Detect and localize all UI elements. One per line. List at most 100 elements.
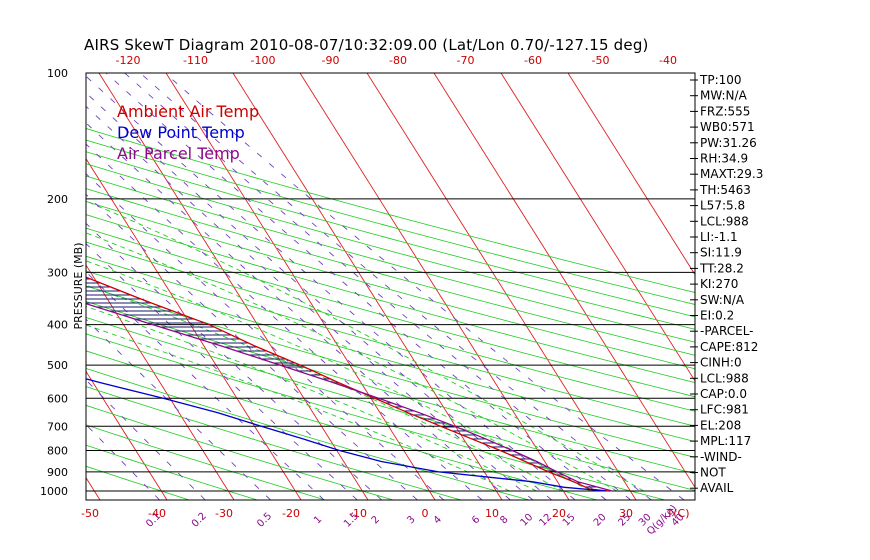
bottom-temp-tick-label: 30: [619, 507, 633, 520]
top-temp-tick-label: -40: [659, 54, 677, 67]
dry-adiabat-line: [86, 214, 695, 384]
index-value: SI:11.9: [700, 246, 742, 260]
mixing-ratio-tick-label: 4: [432, 514, 444, 526]
mixing-ratio-line: [86, 143, 483, 500]
mixing-ratio-tick-label: 1: [312, 514, 324, 526]
mixing-ratio-tick-label: 2: [370, 514, 382, 526]
index-value: CAP:0.0: [700, 387, 747, 401]
isotherm-line: [165, 73, 436, 500]
dry-adiabat-line: [86, 188, 695, 356]
index-value: CAPE:812: [700, 340, 758, 354]
isotherm-line: [366, 73, 637, 500]
pressure-tick-label: 800: [47, 444, 68, 457]
index-value: PW:31.26: [700, 136, 757, 150]
pressure-tick-label: 900: [47, 466, 68, 479]
legend: Ambient Air Temp Dew Point Temp Air Parcel…: [117, 102, 259, 163]
dry-adiabat-line: [86, 139, 695, 305]
y-axis-label: PRESSURE (MB): [72, 243, 85, 330]
dry-adiabat-line: [86, 350, 598, 500]
index-value: EI:0.2: [700, 309, 734, 323]
isotherm-line: [567, 73, 695, 276]
dry-adiabat-line: [86, 151, 695, 318]
index-value: TH:5463: [699, 183, 751, 197]
dry-adiabat-line: [86, 241, 695, 412]
legend-entry: Dew Point Temp: [117, 123, 245, 142]
moist-adiabat-line: [86, 260, 591, 492]
bottom-temp-tick-label: -40: [148, 507, 166, 520]
mixing-ratio-tick-label: 10: [519, 512, 536, 529]
index-value: NOT: [700, 466, 726, 480]
pressure-tick-label: 1000: [40, 485, 68, 498]
mixing-ratio-line: [86, 122, 511, 500]
legend-entry: Ambient Air Temp: [117, 102, 259, 121]
index-value: WB0:571: [700, 120, 755, 134]
mixing-ratio-tick-label: 3: [405, 514, 417, 526]
parcel-temp-line: [86, 303, 613, 492]
index-value: CINH:0: [700, 356, 742, 370]
mixing-ratio-tick-label: 0.5: [255, 511, 274, 530]
mixing-ratio-line: [86, 105, 534, 500]
ambient-temp-line: [86, 276, 609, 492]
moist-adiabat-line: [86, 200, 644, 492]
bottom-temp-tick-label: -10: [349, 507, 367, 520]
isotherm-line: [86, 370, 168, 500]
pressure-tick-label: 300: [47, 266, 68, 279]
pressure-tick-label: 100: [47, 67, 68, 80]
top-temp-tick-label: -90: [322, 54, 340, 67]
top-temp-tick-label: -100: [251, 54, 276, 67]
moist-adiabat-line: [86, 284, 564, 492]
isotherm-line: [232, 73, 503, 500]
top-temp-tick-label: -80: [389, 54, 407, 67]
dry-adiabat-line: [86, 270, 695, 443]
bottom-temp-tick-label: 20: [552, 507, 566, 520]
mixing-ratio-line: [164, 73, 685, 500]
isotherm-line: [86, 476, 101, 500]
dry-adiabat-line: [86, 367, 530, 500]
dry-adiabat-line: [86, 200, 695, 370]
dew-point-line: [86, 378, 607, 492]
index-value: MW:N/A: [700, 89, 748, 103]
pressure-tick-label: 700: [47, 420, 68, 433]
mixing-ratio-tick-label: 8: [498, 514, 510, 526]
top-temp-tick-label: -110: [183, 54, 208, 67]
index-value: EL:208: [700, 418, 741, 432]
index-value: MAXT:29.3: [700, 167, 763, 181]
mixing-ratio-line: [86, 222, 382, 500]
pressure-tick-label: 600: [47, 392, 68, 405]
mixing-ratio-line: [139, 73, 652, 500]
index-value: LCL:988: [700, 371, 749, 385]
isotherm-line: [500, 73, 695, 382]
bottom-temp-tick-label: -50: [81, 507, 99, 520]
pressure-tick-label: 400: [47, 319, 68, 332]
dry-adiabat-line: [86, 424, 326, 500]
mixing-ratio-tick-label: 20: [592, 512, 609, 529]
plot-frame: [85, 72, 696, 501]
isotherm-line: [433, 73, 695, 489]
isotherm-line: [86, 157, 302, 500]
pressure-tick-label: 200: [47, 193, 68, 206]
index-value: TT:28.2: [699, 261, 744, 275]
index-value: LFC:981: [700, 403, 749, 417]
index-value: KI:270: [700, 277, 738, 291]
dry-adiabat-line: [86, 255, 695, 427]
chart-title: AIRS SkewT Diagram 2010-08-07/10:32:09.0…: [84, 36, 649, 54]
pressure-tick-label: 500: [47, 359, 68, 372]
mixing-ratio-line: [86, 173, 444, 500]
bottom-temp-tick-label: 0: [422, 507, 429, 520]
top-temp-tick-label: -60: [524, 54, 542, 67]
dry-adiabat-line: [86, 227, 695, 398]
legend-entry: Air Parcel Temp: [117, 144, 240, 163]
dry-adiabat-line: [86, 163, 695, 330]
dry-adiabat-line: [86, 300, 695, 475]
dry-adiabat-line: [86, 386, 462, 500]
index-value: LCL:988: [700, 214, 749, 228]
mixing-ratio-tick-label: 0.2: [190, 511, 209, 530]
bottom-temp-tick-label: -20: [282, 507, 300, 520]
dry-adiabat-line: [86, 175, 695, 343]
index-value: -PARCEL-: [700, 324, 754, 338]
top-temp-tick-label: -50: [592, 54, 610, 67]
bottom-temp-tick-label: 10: [485, 507, 499, 520]
bottom-temp-tick-label: -30: [215, 507, 233, 520]
